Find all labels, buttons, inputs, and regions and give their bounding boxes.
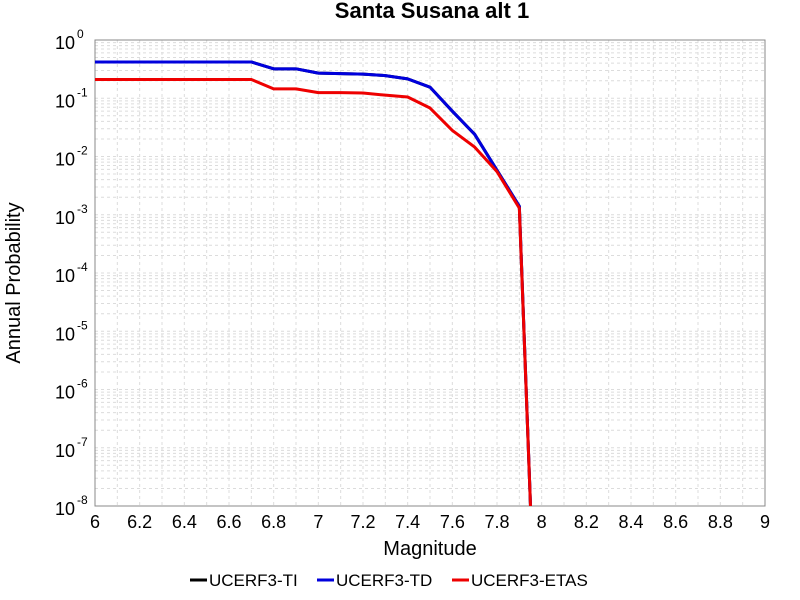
- x-tick-label: 6: [90, 512, 100, 532]
- y-tick-label: 10 -8: [55, 493, 88, 519]
- x-tick-label: 7.8: [484, 512, 509, 532]
- chart-title: Santa Susana alt 1: [335, 0, 529, 23]
- x-tick-label: 9: [760, 512, 770, 532]
- legend-label: UCERF3-TD: [336, 571, 432, 590]
- y-tick-label: 10 -5: [55, 318, 88, 344]
- x-tick-label: 7.2: [350, 512, 375, 532]
- x-axis-label: Magnitude: [383, 538, 476, 560]
- x-tick-label: 8.4: [618, 512, 643, 532]
- grid: [94, 40, 766, 507]
- x-tick-label: 7.4: [395, 512, 420, 532]
- x-tick-label: 8.6: [663, 512, 688, 532]
- x-tick-label: 8: [537, 512, 547, 532]
- x-tick-label: 8.8: [708, 512, 733, 532]
- x-tick-label: 6.8: [261, 512, 286, 532]
- x-tick-label: 6.6: [216, 512, 241, 532]
- legend-label: UCERF3-TI: [209, 571, 298, 590]
- y-tick-label: 10 -7: [55, 435, 88, 461]
- x-tick-label: 7.6: [440, 512, 465, 532]
- y-tick-label: 10 -1: [55, 85, 88, 111]
- x-tick-label: 8.2: [574, 512, 599, 532]
- series-lines: [95, 60, 532, 507]
- y-tick-label: 10 -3: [55, 202, 88, 228]
- x-tick-label: 7: [313, 512, 323, 532]
- y-tick-label: 10 -4: [55, 260, 88, 286]
- plot-area: [94, 39, 766, 507]
- y-tick-label: 10 -2: [55, 144, 88, 170]
- x-tick-label: 6.2: [127, 512, 152, 532]
- x-tick-label: 6.4: [172, 512, 197, 532]
- y-axis-label: Annual Probability: [3, 202, 25, 363]
- legend: UCERF3-TI UCERF3-TD UCERF3-ETAS: [190, 571, 588, 590]
- y-tick-label: 10 0: [55, 27, 84, 53]
- x-tick-labels: 6 6.2 6.4 6.6 6.8 7 7.2 7.4 7.6 7.8 8 8.2 8.4 8.6 8.8 9: [90, 512, 770, 532]
- series-line-ucerf3-td: [95, 60, 532, 507]
- y-tick-label: 10 -6: [55, 377, 88, 403]
- legend-label: UCERF3-ETAS: [471, 571, 588, 590]
- series-line-ucerf3-etas: [95, 77, 532, 507]
